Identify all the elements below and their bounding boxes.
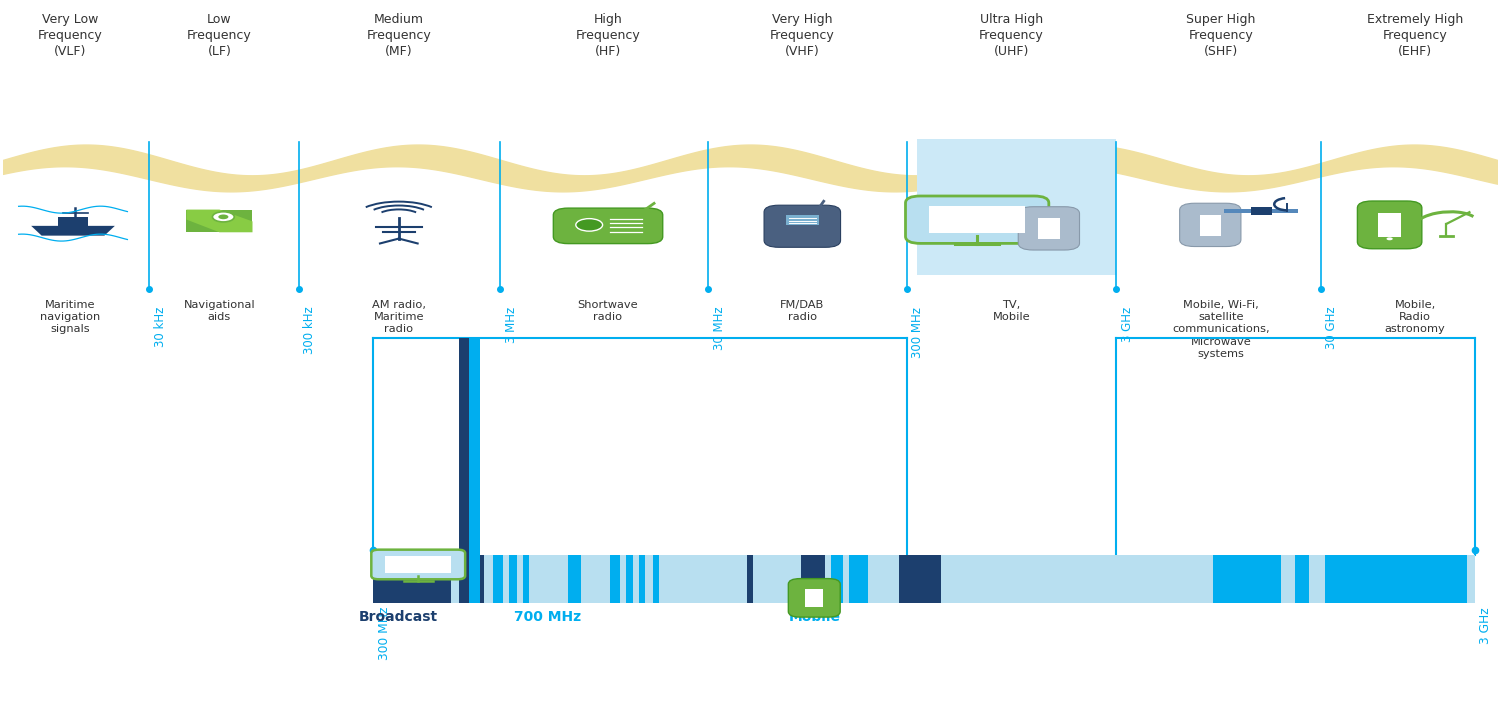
Bar [609, 555, 619, 603]
Text: 300 MHz: 300 MHz [912, 307, 924, 358]
Bar [1296, 555, 1310, 603]
Text: 300 kHz: 300 kHz [303, 307, 316, 354]
Text: Broadcast: Broadcast [358, 610, 438, 624]
FancyBboxPatch shape [554, 208, 663, 244]
Text: Navigational
aids: Navigational aids [183, 300, 255, 322]
Text: Super High
Frequency
(SHF): Super High Frequency (SHF) [1186, 13, 1256, 58]
Circle shape [219, 215, 228, 219]
Text: Medium
Frequency
(MF): Medium Frequency (MF) [366, 13, 430, 58]
Circle shape [576, 219, 603, 231]
FancyBboxPatch shape [1019, 207, 1080, 250]
Bar [831, 555, 843, 603]
Bar [747, 555, 753, 603]
Bar [801, 555, 825, 603]
Bar [470, 338, 480, 603]
FancyBboxPatch shape [1358, 201, 1422, 249]
Text: Very Low
Frequency
(VLF): Very Low Frequency (VLF) [38, 13, 102, 58]
Bar [374, 555, 452, 603]
Text: 3 GHz: 3 GHz [1120, 307, 1134, 342]
Text: 30 kHz: 30 kHz [153, 307, 166, 347]
Bar [806, 589, 824, 608]
Text: Mobile: Mobile [789, 610, 840, 624]
Bar [626, 555, 633, 603]
FancyBboxPatch shape [372, 550, 465, 579]
Bar [1272, 208, 1298, 213]
Bar [1224, 208, 1251, 213]
Bar [459, 338, 470, 603]
Bar [786, 215, 819, 225]
Circle shape [1386, 237, 1394, 240]
Bar [1378, 213, 1401, 237]
Circle shape [213, 212, 234, 222]
Text: Shortwave
radio: Shortwave radio [578, 300, 639, 322]
Bar [510, 555, 518, 603]
Text: 3 MHz: 3 MHz [506, 307, 518, 343]
Bar [58, 217, 87, 226]
Bar [1214, 555, 1281, 603]
Text: 30 MHz: 30 MHz [712, 307, 726, 350]
Text: 700 MHz: 700 MHz [514, 610, 580, 624]
FancyBboxPatch shape [789, 579, 840, 617]
Text: Maritime
navigation
signals: Maritime navigation signals [40, 300, 101, 334]
Text: Very High
Frequency
(VHF): Very High Frequency (VHF) [770, 13, 834, 58]
Text: 3 GHz: 3 GHz [1479, 607, 1492, 643]
Text: Ultra High
Frequency
(UHF): Ultra High Frequency (UHF) [980, 13, 1044, 58]
Text: 300 MHz: 300 MHz [378, 607, 392, 660]
Bar [639, 555, 645, 603]
Text: FM/DAB
radio: FM/DAB radio [780, 300, 825, 322]
Polygon shape [32, 226, 115, 236]
Text: High
Frequency
(HF): High Frequency (HF) [576, 13, 640, 58]
Bar [1326, 555, 1467, 603]
Text: TV,
Mobile: TV, Mobile [993, 300, 1030, 322]
Bar [1200, 215, 1221, 236]
Text: Mobile,
Radio
astronomy: Mobile, Radio astronomy [1384, 300, 1446, 334]
FancyBboxPatch shape [764, 205, 840, 247]
Bar [652, 555, 658, 603]
Text: Low
Frequency
(LF): Low Frequency (LF) [188, 13, 252, 58]
Bar [494, 555, 504, 603]
Bar [918, 139, 1116, 275]
Bar [1038, 218, 1059, 239]
Text: Mobile, Wi-Fi,
satellite
communications,
Microwave
systems: Mobile, Wi-Fi, satellite communications,… [1172, 300, 1269, 359]
Bar [471, 555, 484, 603]
Bar [849, 555, 868, 603]
Bar [374, 555, 1474, 603]
Polygon shape [186, 210, 252, 232]
Bar [567, 555, 580, 603]
Bar [386, 556, 452, 573]
Bar [928, 206, 1026, 233]
Text: 30 GHz: 30 GHz [1326, 307, 1338, 349]
Bar [1251, 207, 1272, 215]
Text: Extremely High
Frequency
(EHF): Extremely High Frequency (EHF) [1366, 13, 1462, 58]
Bar [524, 555, 530, 603]
Text: AM radio,
Maritime
radio: AM radio, Maritime radio [372, 300, 426, 334]
Polygon shape [186, 210, 252, 232]
FancyBboxPatch shape [906, 196, 1048, 244]
Bar [900, 555, 942, 603]
FancyBboxPatch shape [1179, 203, 1240, 246]
